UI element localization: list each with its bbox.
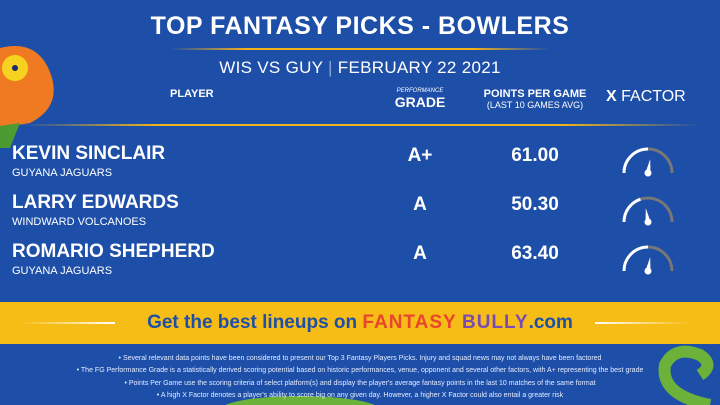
player-ppg: 61.00 xyxy=(511,145,559,166)
cta-prefix: Get the best lineups on xyxy=(147,312,358,333)
player-grade: A xyxy=(413,243,427,264)
note-text: A high X Factor denotes a player's abili… xyxy=(160,392,564,399)
player-row: LARRY EDWARDS WINDWARD VOLCANOES A 50.30 xyxy=(0,192,720,242)
player-ppg: 50.30 xyxy=(511,194,559,215)
gauge-track xyxy=(647,147,674,174)
player-ppg: 63.40 xyxy=(511,243,559,264)
gauge-fill xyxy=(622,197,642,223)
player-name: KEVIN SINCLAIR xyxy=(12,143,166,164)
xfactor-gauge-icon xyxy=(622,196,674,226)
gauge-hub xyxy=(644,267,652,275)
xfactor-label: FACTOR xyxy=(621,88,686,105)
note: • A high X Factor denotes a player's abi… xyxy=(156,392,564,399)
gauge-track xyxy=(647,245,674,272)
swirl-decoration xyxy=(658,345,714,405)
player-row: ROMARIO SHEPHERD GUYANA JAGUARS A 63.40 xyxy=(0,241,720,291)
mascot-logo xyxy=(0,46,54,148)
player-row: KEVIN SINCLAIR GUYANA JAGUARS A+ 61.00 xyxy=(0,143,720,193)
brand-bully: BULLY xyxy=(461,312,529,333)
col-ppg: POINTS PER GAME (LAST 10 GAMES AVG) xyxy=(470,88,600,110)
col-ppg-sub: (LAST 10 GAMES AVG) xyxy=(486,100,584,110)
note-text: Several relevant data points have been c… xyxy=(122,355,602,362)
gauge-fill xyxy=(622,147,649,174)
note: • Points Per Game use the scoring criter… xyxy=(124,380,596,387)
player-grade: A xyxy=(413,194,427,215)
player-team: GUYANA JAGUARS xyxy=(12,265,113,277)
xfactor-gauge-icon xyxy=(622,147,674,177)
match-date: FEBRUARY 22 2021 xyxy=(337,58,501,77)
player-name: ROMARIO SHEPHERD xyxy=(12,241,215,262)
gauge-track xyxy=(640,196,674,223)
xfactor-gauge-icon xyxy=(622,245,674,275)
player-name: LARRY EDWARDS xyxy=(12,192,179,213)
cta-text[interactable]: Get the best lineups on FANTASY BULLY.co… xyxy=(0,312,720,334)
col-player: PLAYER xyxy=(170,88,214,100)
cta-line-left xyxy=(20,322,115,324)
match-info: WIS VS GUY | FEBRUARY 22 2021 xyxy=(219,58,501,77)
gauge-hub xyxy=(644,218,652,226)
hill-decoration xyxy=(225,396,375,405)
col-ppg-main: POINTS PER GAME xyxy=(483,88,587,100)
player-grade: A+ xyxy=(407,145,433,166)
col-grade-small: PERFORMANCE xyxy=(396,88,444,94)
gauge-hub xyxy=(644,169,652,177)
col-grade: PERFORMANCE GRADE xyxy=(390,88,450,110)
player-team: GUYANA JAGUARS xyxy=(12,167,113,179)
note: • The FG Performance Grade is a statisti… xyxy=(76,367,644,374)
col-xfactor: X FACTOR xyxy=(606,88,686,106)
cta-line-right xyxy=(595,322,690,324)
brand-fantasy: FANTASY xyxy=(362,312,457,333)
match-teams: WIS VS GUY xyxy=(219,58,324,77)
page-title: TOP FANTASY PICKS - BOWLERS xyxy=(150,12,570,40)
title-divider xyxy=(170,48,550,50)
gauge-fill xyxy=(622,245,649,272)
player-team: WINDWARD VOLCANOES xyxy=(12,216,147,228)
col-grade-main: GRADE xyxy=(394,94,446,110)
header-divider xyxy=(20,124,700,126)
xfactor-x: X xyxy=(606,88,617,105)
cta-suffix: .com xyxy=(528,312,573,333)
note-text: The FG Performance Grade is a statistica… xyxy=(80,367,644,374)
note-text: Points Per Game use the scoring criteria… xyxy=(128,380,596,387)
note: • Several relevant data points have been… xyxy=(118,355,602,362)
